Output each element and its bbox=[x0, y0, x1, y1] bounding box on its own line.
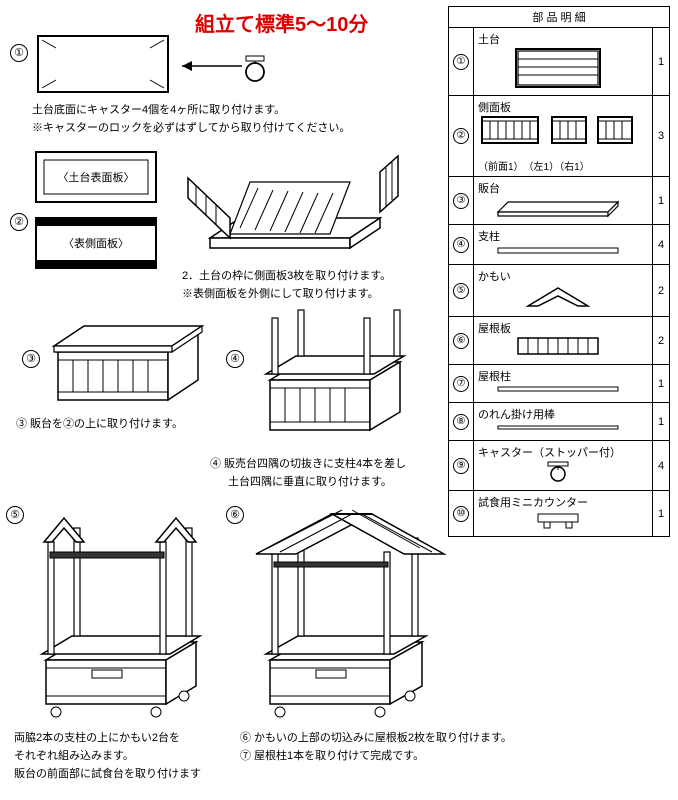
step5-text3: 販台の前面部に試食台を取り付けます bbox=[14, 766, 234, 783]
step5-text1: 両脇2本の支柱の上にかもい2台を bbox=[14, 730, 224, 747]
parts-header: 部 品 明 細 bbox=[449, 7, 670, 28]
part-8-no: ⑧ bbox=[453, 414, 469, 430]
part-6-no: ⑥ bbox=[453, 333, 469, 349]
part-4-name: 支柱 bbox=[478, 228, 648, 244]
step5-diagram bbox=[26, 500, 226, 720]
part-8-qty: 1 bbox=[653, 403, 670, 441]
step5-text2: それぞれ組み込みます。 bbox=[14, 748, 224, 765]
part-4-qty: 4 bbox=[653, 225, 670, 265]
step4-text2: 土台四隅に垂直に取り付けます。 bbox=[228, 474, 468, 491]
part-6-name: 屋根板 bbox=[478, 320, 648, 336]
step1-text1: 土台底面にキャスター4個を4ヶ所に取り付けます。 bbox=[32, 102, 432, 119]
part-9-name: キャスター（ストッパー付） bbox=[478, 444, 648, 460]
part-8-name: のれん掛け用棒 bbox=[478, 406, 648, 422]
step4-text1: ④ 販売台四隅の切抜きに支柱4本を差し bbox=[210, 456, 450, 473]
step6-diagram bbox=[246, 496, 456, 722]
part-1-no: ① bbox=[453, 54, 469, 70]
part-5-name: かもい bbox=[478, 268, 648, 284]
part-2-no: ② bbox=[453, 128, 469, 144]
part-5-qty: 2 bbox=[653, 265, 670, 317]
part-5-no: ⑤ bbox=[453, 283, 469, 299]
step4-diagram bbox=[250, 310, 420, 450]
step5-no: ⑤ bbox=[6, 506, 24, 524]
step1-diagram bbox=[32, 30, 282, 100]
part-6-qty: 2 bbox=[653, 317, 670, 365]
step3-diagram bbox=[48, 312, 208, 412]
svg-text:〈表側面板〉: 〈表側面板〉 bbox=[63, 236, 129, 250]
step1-no: ① bbox=[10, 44, 28, 62]
part-3-name: 販台 bbox=[478, 180, 648, 196]
part-10-name: 試食用ミニカウンター bbox=[478, 494, 648, 510]
part-7-qty: 1 bbox=[653, 365, 670, 403]
parts-table: 部 品 明 細 ① 土台 1 ② 側面板 （前面1） （左1）（右1） 3 ③ … bbox=[448, 6, 670, 537]
part-2-qty: 3 bbox=[653, 96, 670, 177]
step3-text: ③ 販台を②の上に取り付けます。 bbox=[16, 416, 236, 433]
step3-no: ③ bbox=[22, 350, 40, 368]
step2-assembly bbox=[180, 148, 410, 268]
part-7-name: 屋根柱 bbox=[478, 368, 648, 384]
part-7-no: ⑦ bbox=[453, 376, 469, 392]
step6-no: ⑥ bbox=[226, 506, 244, 524]
step6-text2: ⑦ 屋根柱1本を取り付けて完成です。 bbox=[240, 748, 540, 765]
step2-no: ② bbox=[10, 213, 28, 231]
part-1-name: 土台 bbox=[478, 31, 648, 47]
step1-text2: ※キャスターのロックを必ずはずしてから取り付けてください。 bbox=[32, 120, 432, 137]
part-10-qty: 1 bbox=[653, 491, 670, 537]
part-3-no: ③ bbox=[453, 193, 469, 209]
step2-panels: 〈土台表面板〉 〈表側面板〉 bbox=[32, 148, 172, 278]
part-3-qty: 1 bbox=[653, 177, 670, 225]
part-1-qty: 1 bbox=[653, 28, 670, 96]
part-4-no: ④ bbox=[453, 237, 469, 253]
step2-text1: 2．土台の枠に側面板3枚を取り付けます。 bbox=[182, 268, 442, 285]
step2-text2: ※表側面板を外側にして取り付けます。 bbox=[182, 286, 442, 303]
step4-no: ④ bbox=[226, 350, 244, 368]
part-9-no: ⑨ bbox=[453, 458, 469, 474]
part-9-qty: 4 bbox=[653, 441, 670, 491]
step6-text1: ⑥ かもいの上部の切込みに屋根板2枚を取り付けます。 bbox=[240, 730, 540, 747]
svg-text:〈土台表面板〉: 〈土台表面板〉 bbox=[58, 170, 135, 184]
part-2-name: 側面板 bbox=[478, 99, 648, 115]
part-2-sub: （前面1） （左1）（右1） bbox=[478, 158, 648, 173]
